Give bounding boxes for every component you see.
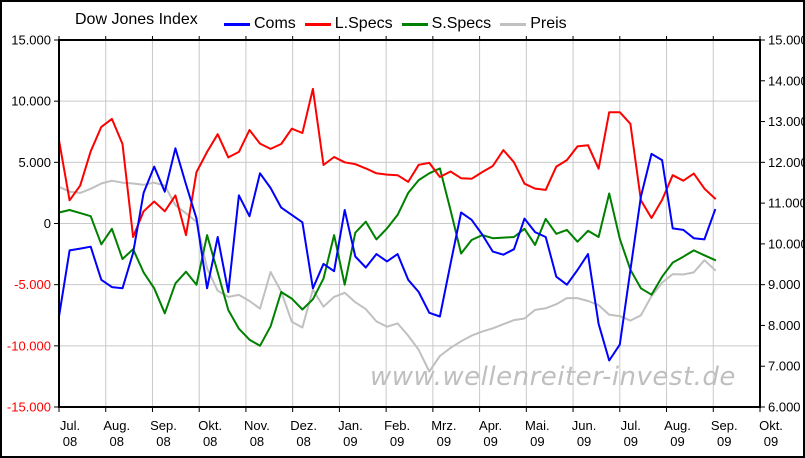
legend-line-sample-coms (224, 22, 250, 26)
series-lines (57, 87, 717, 373)
series-line-coms (57, 147, 717, 362)
legend-item-sspecs: S.Specs (401, 15, 492, 33)
x-axis-year-label: 08 (203, 434, 217, 449)
y-axis-label-left: 15.000 (11, 33, 51, 48)
gridlines (59, 40, 760, 407)
legend-label-coms: Coms (254, 15, 296, 32)
series-line-lspecs (57, 87, 717, 238)
y-axis-label-right: 9.000 (768, 277, 801, 292)
x-axis-month-label: Nov. (244, 418, 270, 433)
x-axis-year-label: 09 (530, 434, 544, 449)
y-axis-label-left: 10.000 (11, 94, 51, 109)
legend-line-sample-preis (500, 22, 527, 26)
y-axis-label-right: 6.000 (768, 400, 801, 415)
x-axis-year-label: 08 (109, 434, 123, 449)
x-axis-year-label: 09 (343, 434, 357, 449)
x-axis-year-label: 09 (437, 434, 451, 449)
legend-item-preis: Preis (500, 15, 567, 33)
x-axis-month-label: Feb. (384, 418, 410, 433)
y-axis-label-right: 15.000 (768, 33, 805, 48)
y-axis-label-left: -5.000 (14, 277, 51, 292)
x-axis-year-label: 09 (390, 434, 404, 449)
legend-label-lspecs: L.Specs (334, 15, 393, 32)
legend-line-sample-sspecs (401, 22, 428, 26)
y-axis-label-right: 14.000 (768, 73, 805, 88)
chart-title: Dow Jones Index (75, 11, 198, 28)
x-axis-year-label: 09 (624, 434, 638, 449)
x-axis-month-label: Jan. (338, 418, 363, 433)
x-axis-year-label: 09 (717, 434, 731, 449)
y-axis-label-right: 8.000 (768, 318, 801, 333)
x-axis-year-label: 08 (63, 434, 77, 449)
legend-label-preis: Preis (530, 15, 567, 32)
x-axis-month-label: Sep. (150, 418, 177, 433)
y-axis-label-right: 13.000 (768, 114, 805, 129)
x-axis-month-label: Mai. (525, 418, 550, 433)
y-axis-label-right: 10.000 (768, 236, 805, 251)
y-axis-label-right: 11.000 (768, 196, 805, 211)
legend: Coms L.Specs S.Specs Preis (224, 14, 576, 34)
watermark-text: www.wellenreiter-invest.de (370, 362, 736, 392)
x-axis-year-label: 09 (483, 434, 497, 449)
series-line-preis (57, 179, 717, 373)
x-axis-month-label: Apr. (479, 418, 502, 433)
x-axis-year-label: 08 (156, 434, 170, 449)
x-axis-month-label: Okt. (198, 418, 222, 433)
y-axis-label-right: 12.000 (768, 155, 805, 170)
x-axis-month-label: Jun. (572, 418, 597, 433)
y-axis-label-left: 0 (44, 216, 51, 231)
x-axis-month-label: Aug. (664, 418, 691, 433)
x-axis-month-label: Sep. (711, 418, 738, 433)
x-axis-year-label: 09 (577, 434, 591, 449)
legend-label-sspecs: S.Specs (431, 15, 492, 32)
axes-frame (54, 36, 765, 412)
x-axis-month-label: Aug. (103, 418, 130, 433)
legend-item-coms: Coms (224, 15, 296, 33)
y-axis-label-right: 7.000 (768, 359, 801, 374)
x-axis-year-label: 08 (250, 434, 264, 449)
axis-labels: 15.000 10.000 5.000 0 -5.000 -10.000 -15.000 15… (7, 33, 805, 450)
legend-item-lspecs: L.Specs (304, 15, 393, 33)
legend-line-sample-lspecs (304, 22, 331, 26)
x-axis-year-label: 09 (670, 434, 684, 449)
x-axis-year-label: 09 (764, 434, 778, 449)
x-axis-month-label: Dez. (290, 418, 317, 433)
x-axis-year-label: 08 (296, 434, 310, 449)
x-axis-month-label: Jul. (621, 418, 641, 433)
x-axis-month-label: Mrz. (431, 418, 456, 433)
y-axis-label-left: -10.000 (7, 338, 51, 353)
x-axis-month-label: Okt. (759, 418, 783, 433)
y-axis-label-left: 5.000 (18, 155, 51, 170)
series-line-sspecs (57, 167, 717, 347)
y-axis-label-left: -15.000 (7, 400, 51, 415)
x-axis-month-label: Jul. (60, 418, 80, 433)
